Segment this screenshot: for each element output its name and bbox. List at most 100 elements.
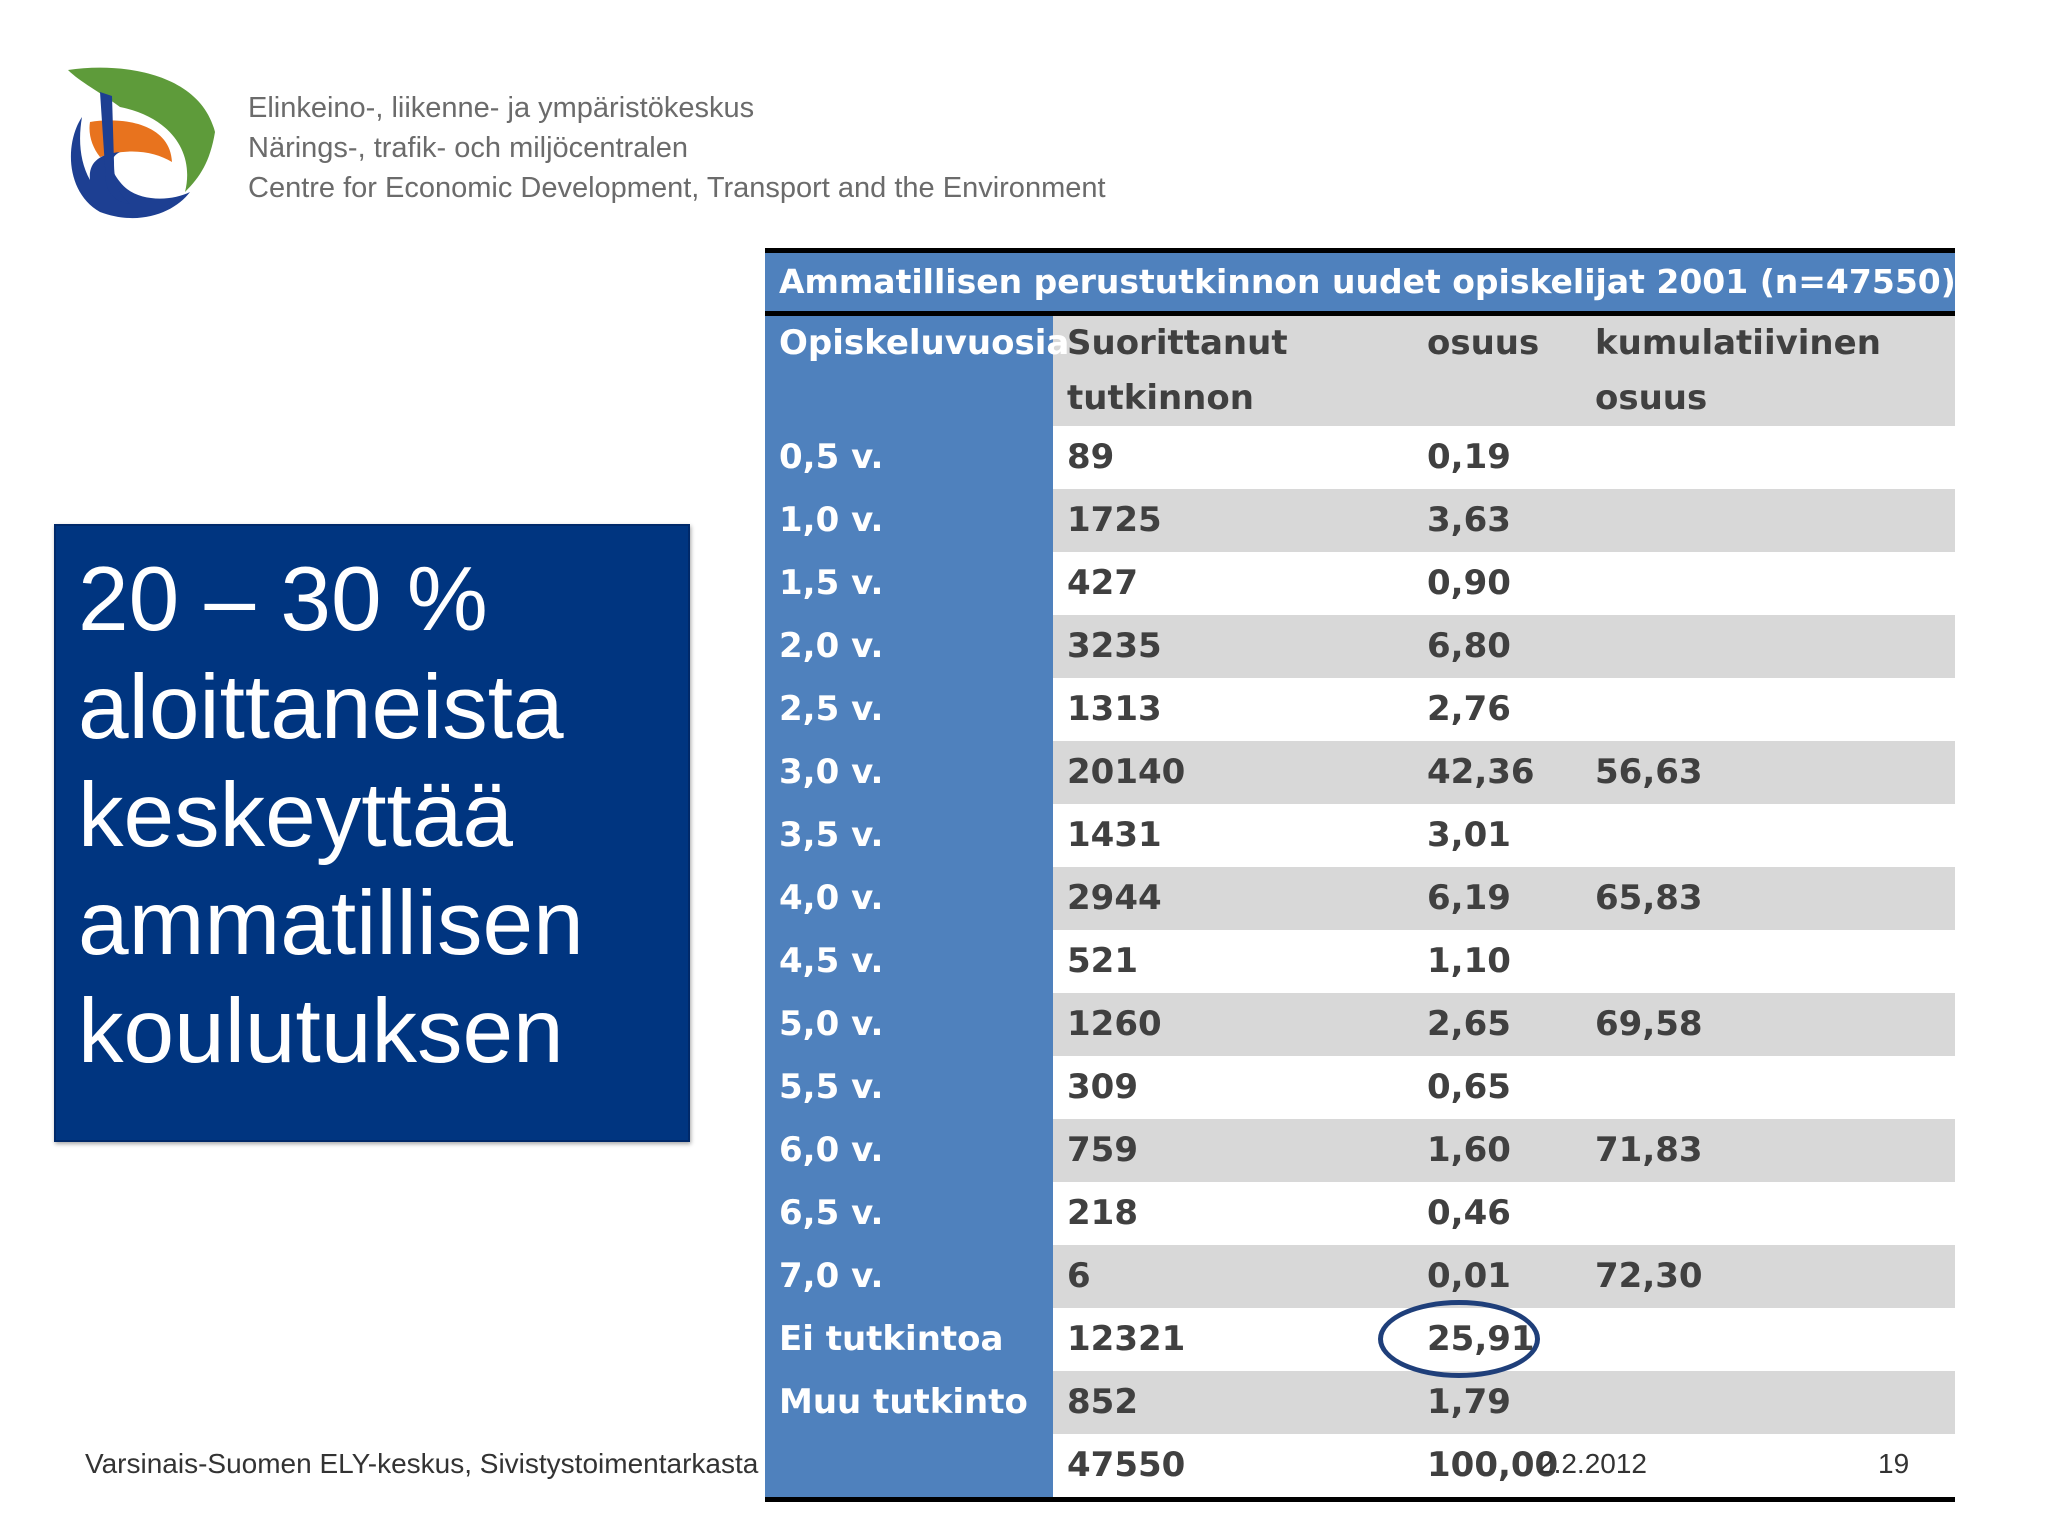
cell-share: 0,46 <box>1413 1182 1581 1245</box>
cell-cumulative: 72,30 <box>1581 1245 1955 1308</box>
table-row: 2,5 v. 1313 2,76 <box>765 678 1955 741</box>
cell-completed: 6 <box>1053 1245 1413 1308</box>
table-row: 4,5 v. 521 1,10 <box>765 930 1955 993</box>
cell-cumulative <box>1581 615 1955 678</box>
cell-share: 2,76 <box>1413 678 1581 741</box>
cell-completed: 218 <box>1053 1182 1413 1245</box>
table-row: 7,0 v. 6 0,01 72,30 <box>765 1245 1955 1308</box>
cell-cumulative: 71,83 <box>1581 1119 1955 1182</box>
header-years: Opiskeluvuosia <box>765 316 1069 426</box>
table-row: 4,0 v. 2944 6,19 65,83 <box>765 867 1955 930</box>
ely-logo <box>68 67 215 219</box>
table-row: 47550 100,00 <box>765 1434 1955 1497</box>
table-title: Ammatillisen perustutkinnon uudet opiske… <box>765 253 1956 316</box>
cell-cumulative <box>1581 678 1955 741</box>
cell-cumulative <box>1581 552 1955 615</box>
cell-share: 0,19 <box>1413 426 1581 489</box>
callout-line: ammatillisen <box>78 873 584 974</box>
callout-line: aloittaneista <box>78 657 564 758</box>
cell-share: 0,65 <box>1413 1056 1581 1119</box>
table-row: 5,5 v. 309 0,65 <box>765 1056 1955 1119</box>
cell-share: 100,00 <box>1413 1434 1581 1497</box>
cell-completed: 12321 <box>1053 1308 1413 1371</box>
table-row: 0,5 v. 89 0,19 <box>765 426 1955 489</box>
cell-share: 0,01 <box>1413 1245 1581 1308</box>
cell-years: 4,5 v. <box>765 930 1053 993</box>
header-completed-line1: Suorittanut <box>1067 323 1288 363</box>
cell-completed: 1725 <box>1053 489 1413 552</box>
cell-share: 3,63 <box>1413 489 1581 552</box>
cell-cumulative <box>1581 1434 1955 1497</box>
cell-completed: 47550 <box>1053 1434 1413 1497</box>
cell-cumulative <box>1581 1056 1955 1119</box>
table-row: 6,5 v. 218 0,46 <box>765 1182 1955 1245</box>
cell-completed: 1313 <box>1053 678 1413 741</box>
page-number: 19 <box>1878 1448 1910 1479</box>
table-row: 1,5 v. 427 0,90 <box>765 552 1955 615</box>
cell-years: 6,5 v. <box>765 1182 1053 1245</box>
cell-share: 6,80 <box>1413 615 1581 678</box>
cell-years: 1,0 v. <box>765 489 1053 552</box>
table-row: Ei tutkintoa 12321 25,91 <box>765 1308 1955 1371</box>
cell-completed: 521 <box>1053 930 1413 993</box>
cell-years: 3,0 v. <box>765 741 1053 804</box>
org-name-finnish: Elinkeino-, liikenne- ja ympäristökeskus <box>248 92 755 124</box>
table-row: 3,0 v. 20140 42,36 56,63 <box>765 741 1955 804</box>
cell-cumulative <box>1581 1308 1955 1371</box>
cell-cumulative <box>1581 1182 1955 1245</box>
organization-name: Elinkeino-, liikenne- ja ympäristökeskus… <box>248 88 1106 208</box>
header-share: osuus <box>1427 323 1540 363</box>
table-body: 0,5 v. 89 0,19 1,0 v. 1725 3,63 1,5 v. 427 0,90 2… <box>765 426 1955 1497</box>
cell-years: 6,0 v. <box>765 1119 1053 1182</box>
cell-years: 7,0 v. <box>765 1245 1053 1308</box>
cell-years: Ei tutkintoa <box>765 1308 1053 1371</box>
cell-completed: 2944 <box>1053 867 1413 930</box>
header-cumulative-line2: osuus <box>1595 378 1708 418</box>
cell-completed: 20140 <box>1053 741 1413 804</box>
cell-years: 4,0 v. <box>765 867 1053 930</box>
cell-years: 0,5 v. <box>765 426 1053 489</box>
cell-cumulative <box>1581 1371 1955 1434</box>
cell-years: 5,0 v. <box>765 993 1053 1056</box>
footer-source: Varsinais-Suomen ELY-keskus, Sivistystoi… <box>85 1448 759 1479</box>
callout-text: 20 – 30 % aloittaneista keskeyttää ammat… <box>78 546 584 1086</box>
cell-completed: 759 <box>1053 1119 1413 1182</box>
cell-share: 1,60 <box>1413 1119 1581 1182</box>
callout-line: koulutuksen <box>78 981 564 1082</box>
cell-years: 2,0 v. <box>765 615 1053 678</box>
cell-cumulative <box>1581 489 1955 552</box>
cell-share: 0,90 <box>1413 552 1581 615</box>
cell-years: 5,5 v. <box>765 1056 1053 1119</box>
callout-line: keskeyttää <box>78 765 514 866</box>
cell-years <box>765 1434 1053 1497</box>
cell-cumulative <box>1581 930 1955 993</box>
cell-completed: 1431 <box>1053 804 1413 867</box>
header-cumulative-line1: kumulatiivinen <box>1595 323 1881 363</box>
cell-cumulative: 65,83 <box>1581 867 1955 930</box>
cell-share: 2,65 <box>1413 993 1581 1056</box>
cell-years: Muu tutkinto <box>765 1371 1053 1434</box>
footer-date: 2.2.2012 <box>1538 1448 1647 1479</box>
table-row: 3,5 v. 1431 3,01 <box>765 804 1955 867</box>
org-name-english: Centre for Economic Development, Transpo… <box>248 172 1106 204</box>
header-completed-line2: tutkinnon <box>1067 378 1254 418</box>
cell-completed: 1260 <box>1053 993 1413 1056</box>
cell-cumulative: 69,58 <box>1581 993 1955 1056</box>
cell-completed: 309 <box>1053 1056 1413 1119</box>
cell-share: 1,10 <box>1413 930 1581 993</box>
cell-years: 2,5 v. <box>765 678 1053 741</box>
students-table: Ammatillisen perustutkinnon uudet opiske… <box>765 248 1956 1502</box>
table-row: Muu tutkinto 852 1,79 <box>765 1371 1955 1434</box>
cell-share: 6,19 <box>1413 867 1581 930</box>
cell-completed: 427 <box>1053 552 1413 615</box>
cell-share: 3,01 <box>1413 804 1581 867</box>
cell-cumulative <box>1581 804 1955 867</box>
header-cumulative: kumulatiivinen osuus <box>1581 316 1955 426</box>
callout-line: 20 – 30 % <box>78 549 488 650</box>
cell-completed: 3235 <box>1053 615 1413 678</box>
table-row: 5,0 v. 1260 2,65 69,58 <box>765 993 1955 1056</box>
cell-years: 3,5 v. <box>765 804 1053 867</box>
cell-completed: 852 <box>1053 1371 1413 1434</box>
cell-cumulative <box>1581 426 1955 489</box>
cell-years: 1,5 v. <box>765 552 1053 615</box>
